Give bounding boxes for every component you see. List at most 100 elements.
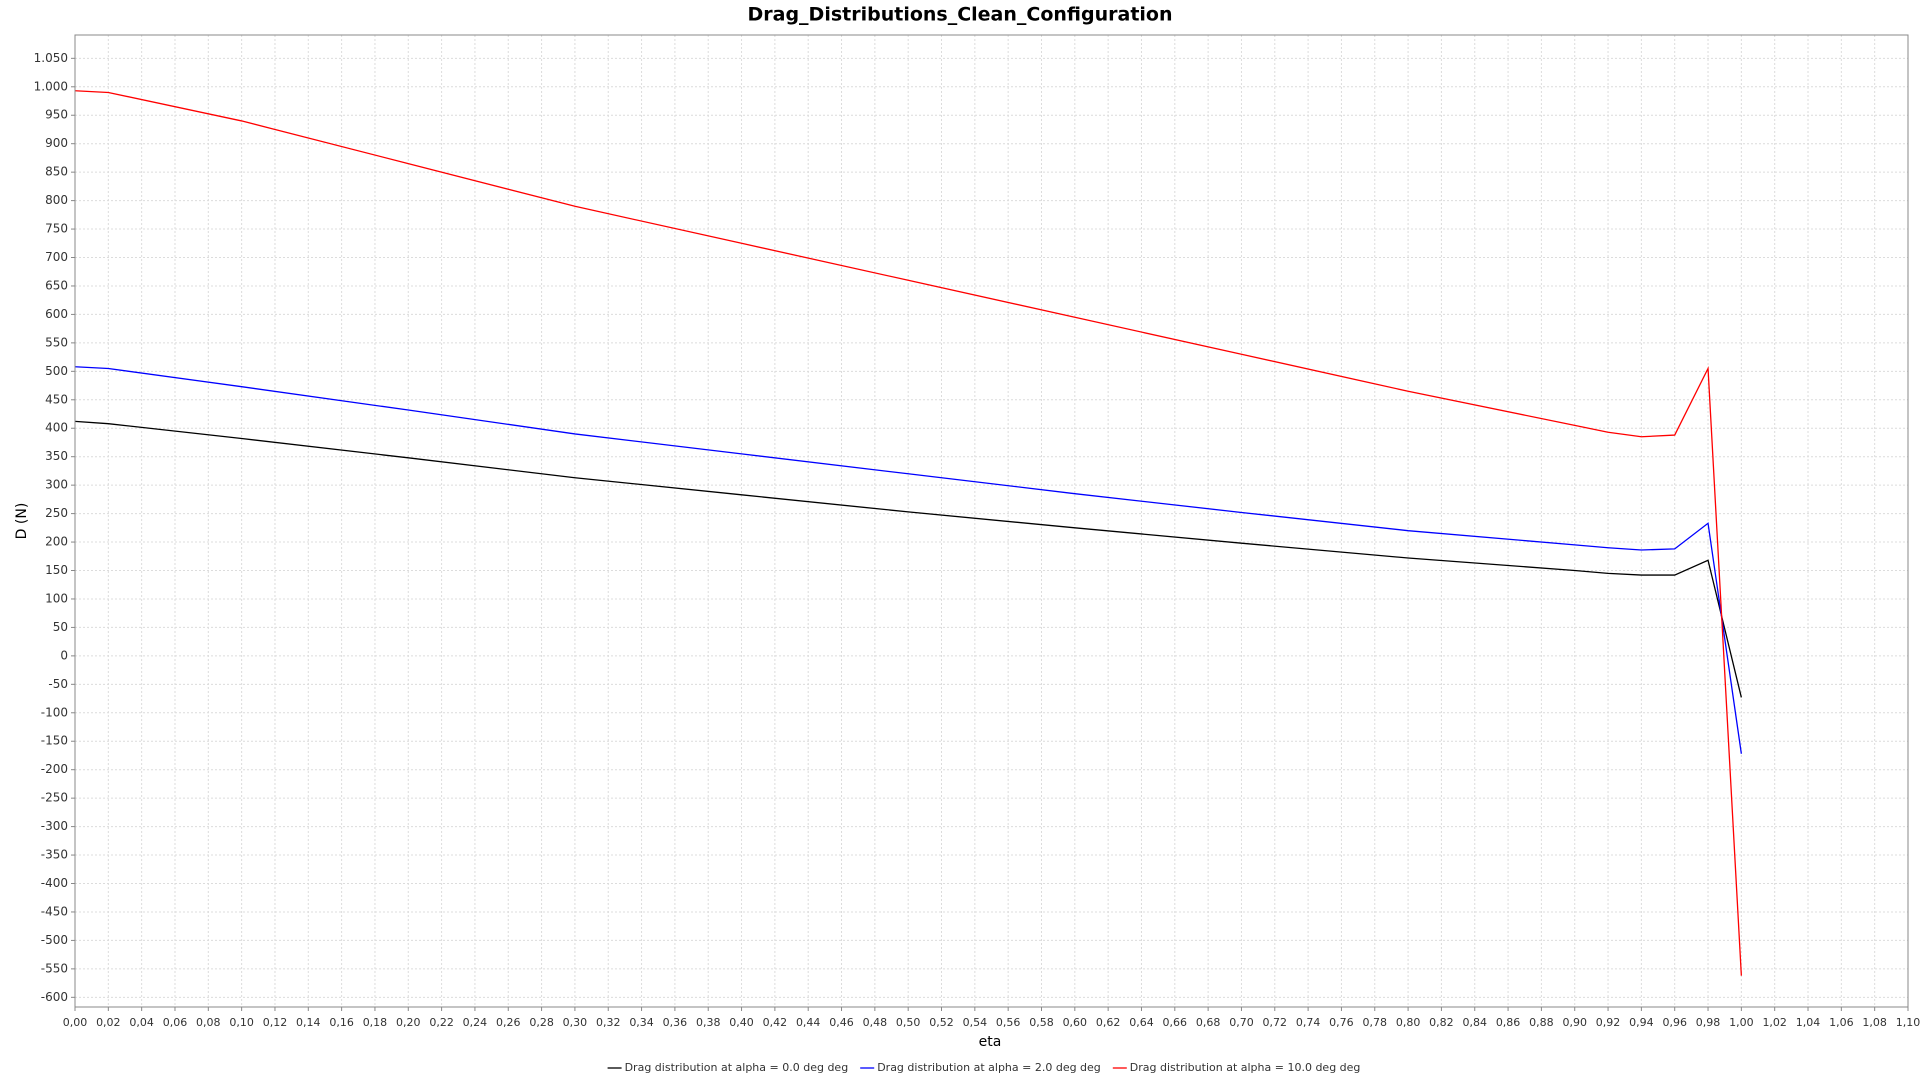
lines (74, 90, 1743, 976)
x-tick-label: 0,48 (863, 1016, 888, 1029)
x-tick-label: 1,04 (1796, 1016, 1821, 1029)
legend: Drag distribution at alpha = 0.0 deg deg… (607, 1061, 1361, 1074)
y-tick-label: -550 (41, 961, 68, 975)
y-tick-label: -200 (41, 762, 68, 776)
grid: -600-550-500-450-400-350-300-250-200-150… (34, 35, 1920, 1029)
y-tick-label: -400 (41, 876, 68, 890)
x-tick-label: 0,12 (263, 1016, 288, 1029)
x-tick-label: 0,82 (1429, 1016, 1454, 1029)
x-tick-label: 0,64 (1129, 1016, 1154, 1029)
x-tick-label: 0,70 (1229, 1016, 1254, 1029)
x-tick-label: 0,96 (1662, 1016, 1687, 1029)
x-tick-label: 0,66 (1163, 1016, 1188, 1029)
x-tick-label: 0,88 (1529, 1016, 1554, 1029)
y-tick-label: -250 (41, 791, 68, 805)
y-tick-label: -150 (41, 734, 68, 748)
y-tick-label: 500 (45, 364, 68, 378)
x-tick-label: 0,20 (396, 1016, 421, 1029)
x-tick-label: 0,28 (529, 1016, 554, 1029)
legend-label: Drag distribution at alpha = 2.0 deg deg (877, 1061, 1101, 1074)
x-tick-label: 0,40 (729, 1016, 754, 1029)
y-tick-label: 550 (45, 335, 68, 349)
y-tick-label: -100 (41, 705, 68, 719)
x-tick-label: 1,00 (1729, 1016, 1754, 1029)
x-tick-label: 0,78 (1363, 1016, 1388, 1029)
y-tick-label: 150 (45, 563, 68, 577)
series-line (74, 366, 1743, 754)
x-tick-label: 0,26 (496, 1016, 521, 1029)
x-tick-label: 1,08 (1862, 1016, 1887, 1029)
x-tick-label: 0,16 (329, 1016, 354, 1029)
plot-frame (74, 34, 1909, 1008)
x-tick-label: 0,46 (829, 1016, 854, 1029)
x-tick-label: 0,36 (663, 1016, 688, 1029)
y-tick-label: 350 (45, 449, 68, 463)
x-tick-label: 0,92 (1596, 1016, 1621, 1029)
y-tick-label: 200 (45, 535, 68, 549)
y-tick-label: 450 (45, 392, 68, 406)
x-tick-label: 0,74 (1296, 1016, 1321, 1029)
x-tick-label: 0,80 (1396, 1016, 1421, 1029)
x-tick-label: 0,76 (1329, 1016, 1354, 1029)
y-axis-label: D (N) (14, 503, 30, 540)
series-line (74, 90, 1743, 976)
legend-item: Drag distribution at alpha = 10.0 deg de… (1112, 1061, 1361, 1074)
x-tick-label: 0,24 (463, 1016, 488, 1029)
x-tick-label: 0,62 (1096, 1016, 1121, 1029)
legend-item: Drag distribution at alpha = 0.0 deg deg (607, 1061, 849, 1074)
x-tick-label: 0,34 (629, 1016, 654, 1029)
x-tick-label: 0,56 (996, 1016, 1021, 1029)
y-tick-label: 300 (45, 478, 68, 492)
y-tick-label: 850 (45, 165, 68, 179)
y-tick-label: 1.050 (34, 51, 68, 65)
x-tick-label: 0,02 (96, 1016, 121, 1029)
x-tick-label: 0,84 (1462, 1016, 1487, 1029)
y-tick-label: 100 (45, 591, 68, 605)
y-tick-label: -300 (41, 819, 68, 833)
series-line (74, 420, 1742, 698)
y-tick-label: -600 (41, 990, 68, 1004)
y-tick-label: 250 (45, 506, 68, 520)
x-tick-label: 0,90 (1562, 1016, 1587, 1029)
y-tick-label: -450 (41, 904, 68, 918)
x-tick-label: 0,52 (929, 1016, 954, 1029)
y-tick-label: 750 (45, 222, 68, 236)
x-tick-label: 0,86 (1496, 1016, 1521, 1029)
x-tick-label: 0,22 (429, 1016, 454, 1029)
x-tick-label: 0,54 (963, 1016, 988, 1029)
y-tick-label: 1.000 (34, 79, 68, 93)
x-tick-label: 0,00 (63, 1016, 88, 1029)
x-tick-label: 0,14 (296, 1016, 321, 1029)
x-tick-label: 1,06 (1829, 1016, 1854, 1029)
x-tick-label: 0,08 (196, 1016, 221, 1029)
y-tick-label: 900 (45, 136, 68, 150)
y-tick-label: 800 (45, 193, 68, 207)
y-tick-label: -350 (41, 848, 68, 862)
x-tick-label: 0,30 (563, 1016, 588, 1029)
x-tick-label: 0,50 (896, 1016, 921, 1029)
x-tick-label: 0,06 (163, 1016, 188, 1029)
y-tick-label: -500 (41, 933, 68, 947)
y-tick-label: 650 (45, 278, 68, 292)
x-tick-label: 0,32 (596, 1016, 621, 1029)
y-tick-label: 950 (45, 108, 68, 122)
x-tick-label: 0,72 (1263, 1016, 1288, 1029)
y-tick-label: 0 (60, 648, 68, 662)
y-tick-label: 600 (45, 307, 68, 321)
legend-label: Drag distribution at alpha = 0.0 deg deg (625, 1061, 849, 1074)
x-tick-label: 0,58 (1029, 1016, 1054, 1029)
chart-title: Drag_Distributions_Clean_Configuration (747, 4, 1172, 26)
legend-item: Drag distribution at alpha = 2.0 deg deg (860, 1061, 1101, 1074)
x-tick-label: 0,44 (796, 1016, 821, 1029)
y-tick-label: 50 (53, 620, 68, 634)
x-tick-label: 0,38 (696, 1016, 721, 1029)
x-tick-label: 1,10 (1896, 1016, 1920, 1029)
x-tick-label: 0,68 (1196, 1016, 1221, 1029)
x-tick-label: 0,18 (363, 1016, 388, 1029)
x-tick-label: 1,02 (1762, 1016, 1787, 1029)
x-tick-label: 0,04 (129, 1016, 154, 1029)
y-tick-label: -50 (48, 677, 68, 691)
legend-label: Drag distribution at alpha = 10.0 deg de… (1130, 1061, 1361, 1074)
